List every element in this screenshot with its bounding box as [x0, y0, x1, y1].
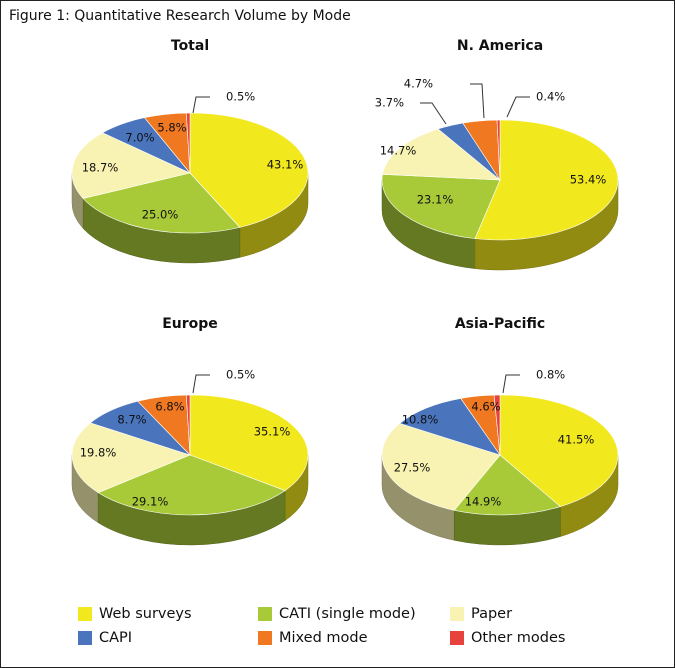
leader-line	[470, 83, 485, 119]
data-label-capi: 3.7%	[375, 96, 404, 110]
pie-slice-cati	[453, 454, 561, 516]
pie-slice-capi	[399, 398, 501, 456]
data-label-web-surveys: 41.5%	[558, 433, 595, 447]
pie-slice-cati	[82, 172, 241, 234]
data-label-other-modes: 0.4%	[536, 90, 565, 104]
legend-label-other-modes: Other modes	[471, 630, 566, 646]
legend-item-other-modes: Other modes	[450, 628, 565, 648]
leader-line	[420, 102, 447, 125]
data-label-mixed-mode: 5.8%	[157, 121, 186, 135]
pie-slice-web-surveys	[474, 119, 619, 241]
pie-title: Europe	[162, 316, 218, 332]
pie-title: Total	[171, 38, 209, 54]
legend-label-web-surveys: Web surveys	[99, 606, 192, 622]
data-label-capi: 10.8%	[402, 413, 439, 427]
data-label-paper: 18.7%	[82, 161, 119, 175]
data-label-other-modes: 0.8%	[536, 368, 565, 382]
pie-slice-cati	[381, 174, 501, 239]
legend-item-paper: Paper	[450, 604, 512, 624]
legend-label-mixed-mode: Mixed mode	[279, 630, 368, 646]
data-label-capi: 8.7%	[117, 413, 146, 427]
leader-line	[506, 96, 530, 118]
legend-swatch-paper	[450, 607, 464, 621]
legend-item-capi: CAPI	[78, 628, 132, 648]
data-label-web-surveys: 43.1%	[267, 158, 304, 172]
data-label-paper: 27.5%	[394, 461, 431, 475]
data-label-cati: 14.9%	[465, 495, 502, 509]
figure-title: Figure 1: Quantitative Research Volume b…	[9, 8, 351, 24]
data-label-web-surveys: 53.4%	[570, 173, 607, 187]
legend-item-cati: CATI (single mode)	[258, 604, 416, 624]
legend-item-mixed-mode: Mixed mode	[258, 628, 368, 648]
data-label-cati: 25.0%	[142, 208, 179, 222]
legend-swatch-mixed-mode	[258, 631, 272, 645]
pie-slice-other-modes	[496, 119, 501, 181]
data-label-cati: 23.1%	[417, 193, 454, 207]
data-label-web-surveys: 35.1%	[254, 425, 291, 439]
data-label-cati: 29.1%	[132, 495, 169, 509]
leader-line	[192, 374, 210, 394]
legend-swatch-web-surveys	[78, 607, 92, 621]
legend-swatch-capi	[78, 631, 92, 645]
data-label-mixed-mode: 4.7%	[404, 77, 433, 91]
data-label-other-modes: 0.5%	[226, 368, 255, 382]
data-label-capi: 7.0%	[125, 131, 154, 145]
data-label-mixed-mode: 6.8%	[155, 400, 184, 414]
data-label-paper: 19.8%	[80, 446, 117, 460]
data-label-other-modes: 0.5%	[226, 90, 255, 104]
pie-title: Asia-Pacific	[455, 316, 545, 332]
pie-chart: N. America 53.4% 23.1% 14.7% 3.7%4.7% 0.4%	[375, 38, 619, 271]
pie-slice-cati	[97, 454, 286, 516]
legend: Web surveys CATI (single mode) Paper CAP…	[78, 604, 598, 654]
pie-chart: Asia-Pacific 41.5% 14.9% 27.5% 10.8% 4.6% 0.8%	[381, 316, 619, 546]
pie-slice-paper	[71, 422, 191, 493]
pie-chart: Europe 35.1% 29.1% 19.8% 8.7% 6.8% 0.5%	[71, 316, 309, 546]
pie-slice-web-surveys	[499, 394, 619, 507]
leader-line	[502, 374, 520, 394]
legend-label-cati: CATI (single mode)	[279, 606, 416, 622]
pie-chart: Total 43.1% 25.0% 18.7% 7.0%5.8% 0.5%	[71, 38, 309, 264]
pie-slice-web-surveys	[189, 394, 309, 491]
pie-slice-web-surveys	[189, 112, 309, 228]
pie-slice-other-modes	[185, 394, 191, 456]
pie-slice-paper	[71, 132, 191, 199]
pie-slice-other-modes	[185, 112, 191, 174]
data-label-paper: 14.7%	[380, 144, 417, 158]
legend-swatch-cati	[258, 607, 272, 621]
pie-slice-paper	[381, 423, 501, 511]
data-label-mixed-mode: 4.6%	[471, 400, 500, 414]
legend-label-capi: CAPI	[99, 630, 133, 646]
pie-title: N. America	[457, 38, 543, 54]
legend-label-paper: Paper	[471, 606, 513, 622]
legend-swatch-other-modes	[450, 631, 464, 645]
legend-item-web-surveys: Web surveys	[78, 604, 192, 624]
pie-slice-other-modes	[493, 394, 501, 456]
leader-line	[192, 96, 210, 114]
pie-slice-paper	[382, 128, 501, 181]
